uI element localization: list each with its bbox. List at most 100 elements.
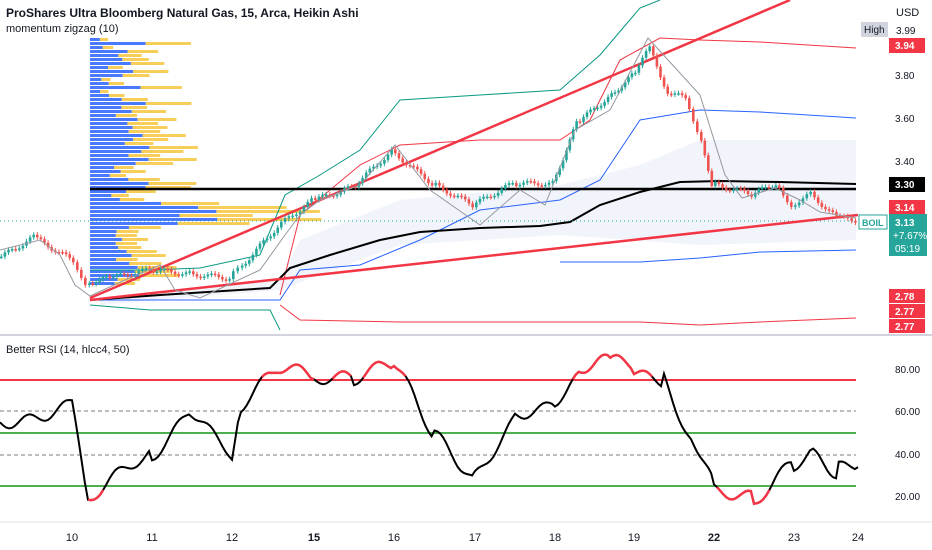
candle-body [485, 196, 489, 199]
candle-body [724, 187, 728, 190]
candle-body [57, 251, 61, 254]
green-band-lower [89, 304, 281, 331]
candle-body [578, 121, 582, 123]
red-top-value: 3.94 [895, 41, 915, 52]
candles [0, 43, 857, 288]
candle-body [64, 252, 68, 255]
volume-bar-yellow [119, 198, 145, 201]
candle-body [489, 196, 493, 199]
low-value-3: 2.77 [895, 322, 915, 333]
volume-bar-yellow [127, 122, 159, 125]
volume-bar-yellow [124, 142, 154, 145]
volume-bar-blue [90, 162, 136, 165]
candle-body [298, 211, 302, 215]
ticker-box [858, 214, 888, 230]
candle-body [606, 96, 610, 102]
volume-bar-yellow [128, 178, 160, 181]
candle-body [463, 196, 467, 200]
volume-bar-blue [90, 150, 142, 153]
candle-body [680, 93, 684, 96]
candle-body [735, 188, 739, 190]
volume-bar-blue [90, 210, 217, 213]
candle-body [746, 191, 750, 195]
candle-body [603, 101, 606, 106]
candle-body [115, 274, 119, 277]
candle-body [522, 182, 525, 185]
candle-body [582, 116, 585, 123]
candle-body [710, 170, 714, 186]
volume-bar-yellow [140, 86, 182, 89]
volume-bar-yellow [118, 54, 142, 57]
candle-body [536, 183, 540, 186]
candle-body [827, 209, 831, 211]
candle-body [561, 160, 565, 169]
candle-body [144, 268, 148, 270]
volume-bar-blue [90, 58, 123, 61]
candle-body [662, 77, 666, 87]
candle-body [386, 154, 390, 160]
candle-body [262, 240, 265, 244]
volume-bar-yellow [142, 134, 186, 137]
volume-bar-blue [90, 70, 134, 73]
candle-body [224, 279, 228, 281]
volume-bar-blue [90, 126, 133, 129]
volume-bar-blue [90, 66, 109, 69]
date-tick: 11 [146, 532, 157, 544]
candle-body [202, 276, 206, 278]
candle-body [551, 181, 554, 183]
price-tick-2: 3.60 [895, 114, 915, 125]
candle-body [757, 189, 761, 193]
candle-body [767, 187, 771, 189]
candle-body [10, 249, 14, 251]
volume-bar-blue [90, 122, 128, 125]
volume-bar-blue [90, 166, 115, 169]
blue-band [90, 109, 857, 301]
volume-bar-blue [90, 78, 102, 81]
candle-body [232, 271, 235, 280]
candle-body [670, 93, 673, 96]
volume-bar-blue [90, 54, 119, 57]
candle-body [94, 282, 98, 284]
candle-body [244, 263, 248, 266]
ticker-label: BOIL [862, 218, 884, 228]
candle-body [478, 198, 482, 203]
candle-body [137, 271, 141, 275]
last-price-box [889, 214, 927, 256]
candle-body [610, 93, 613, 97]
volume-bar-blue [90, 90, 101, 93]
volume-bar-yellow [99, 38, 108, 41]
red-mid-value: 3.14 [895, 203, 915, 214]
candle-body [159, 269, 162, 272]
volume-bar-yellow [116, 230, 139, 233]
candle-body [240, 265, 244, 268]
candle-body [98, 279, 101, 283]
volume-bar-blue [90, 186, 146, 189]
candle-body [390, 149, 393, 155]
volume-bar-yellow [177, 222, 250, 225]
candle-body [195, 274, 199, 277]
candle-body [456, 195, 460, 198]
candle-body [170, 269, 173, 272]
candle-body [659, 66, 662, 78]
candle-body [324, 194, 328, 197]
volume-bar-yellow [100, 90, 109, 93]
candle-body [412, 165, 416, 168]
volume-bar-yellow [127, 50, 159, 53]
candle-body [778, 185, 781, 188]
candle-body [547, 182, 551, 185]
candle-body [824, 206, 827, 210]
lower-trendline [89, 213, 859, 302]
rsi-tick-60: 60.00 [895, 407, 920, 418]
volume-bar-yellow [128, 154, 161, 157]
candle-body [445, 189, 449, 194]
volume-bar-blue [90, 198, 120, 201]
candle-body [295, 214, 298, 217]
volume-bar-yellow [145, 102, 192, 105]
candle-body [76, 262, 79, 270]
high-tag-box [861, 22, 888, 37]
volume-bar-yellow [120, 170, 146, 173]
volume-bar-blue [90, 158, 149, 161]
volume-bar-blue [90, 98, 122, 101]
volume-bar-blue [90, 250, 127, 253]
volume-bar-blue [90, 50, 128, 53]
